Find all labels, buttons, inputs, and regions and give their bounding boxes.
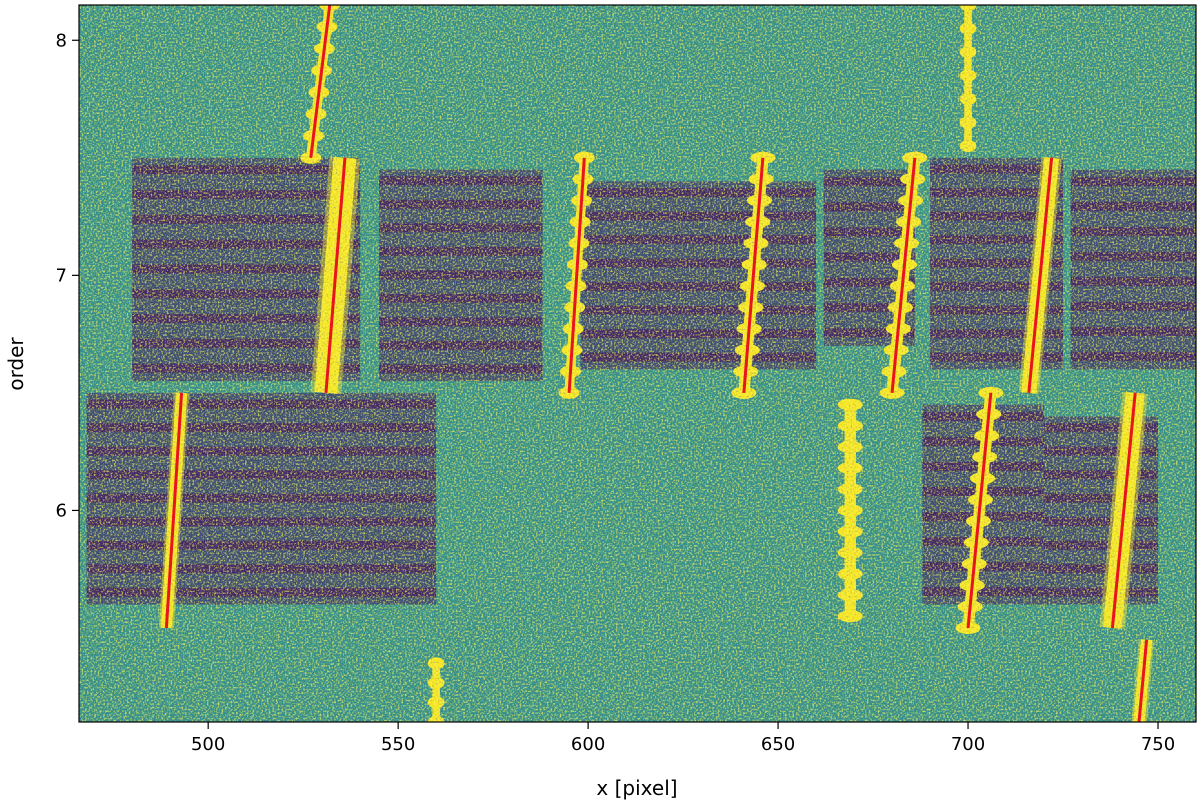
fit-line	[324, 157, 347, 394]
y-axis-label: order	[4, 337, 28, 391]
fit-line	[164, 392, 184, 629]
x-tick-label: 750	[1141, 734, 1175, 755]
x-tick-label: 650	[761, 734, 795, 755]
x-tick-label: 500	[191, 734, 225, 755]
fit-line	[1137, 639, 1149, 722]
plot-frame	[78, 4, 1197, 723]
x-tick-label: 600	[571, 734, 605, 755]
plot-area	[79, 5, 1196, 722]
fit-line	[1027, 157, 1054, 394]
fit-line	[742, 157, 765, 394]
y-tick-label: 7	[56, 265, 67, 286]
x-tick-label: 700	[951, 734, 985, 755]
fit-line	[567, 157, 586, 393]
fit-line	[1110, 392, 1137, 629]
y-tick-label: 6	[56, 500, 67, 521]
fit-line	[309, 5, 332, 158]
fit-line	[890, 157, 917, 394]
y-tick-label: 8	[56, 30, 67, 51]
fit-lines	[164, 5, 1149, 722]
y-axis-ticks: 6 7 8	[56, 30, 79, 521]
pixel-noise	[79, 5, 1196, 722]
x-axis-label: x [pixel]	[596, 776, 677, 800]
fit-line	[966, 392, 993, 629]
x-tick-label: 550	[381, 734, 415, 755]
x-axis-ticks: 500 550 600 650 700 750	[191, 722, 1175, 755]
